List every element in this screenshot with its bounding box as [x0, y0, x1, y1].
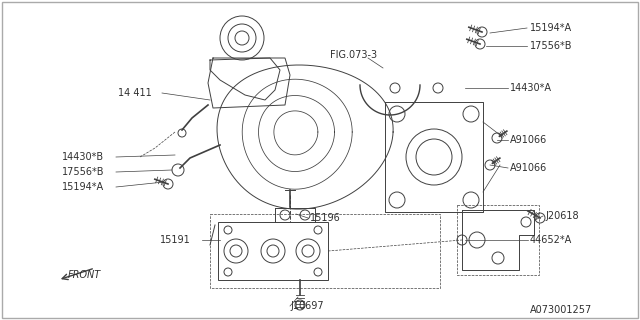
Bar — [218, 222, 328, 280]
Text: A91066: A91066 — [510, 135, 547, 145]
Text: J20618: J20618 — [545, 211, 579, 221]
Text: 15191: 15191 — [160, 235, 191, 245]
Text: 15194*A: 15194*A — [62, 182, 104, 192]
Text: 15194*A: 15194*A — [530, 23, 572, 33]
Text: 14430*B: 14430*B — [62, 152, 104, 162]
Bar — [210, 214, 440, 288]
Text: J10697: J10697 — [290, 301, 324, 311]
Text: A073001257: A073001257 — [530, 305, 592, 315]
Text: 44652*A: 44652*A — [530, 235, 572, 245]
Text: 17556*B: 17556*B — [62, 167, 104, 177]
Text: 14430*A: 14430*A — [510, 83, 552, 93]
Bar — [457, 205, 539, 275]
Text: 17556*B: 17556*B — [530, 41, 573, 51]
Text: A91066: A91066 — [510, 163, 547, 173]
Text: FRONT: FRONT — [68, 270, 101, 280]
Text: 14 411: 14 411 — [118, 88, 152, 98]
Text: FIG.073-3: FIG.073-3 — [330, 50, 377, 60]
Text: 15196: 15196 — [310, 213, 340, 223]
